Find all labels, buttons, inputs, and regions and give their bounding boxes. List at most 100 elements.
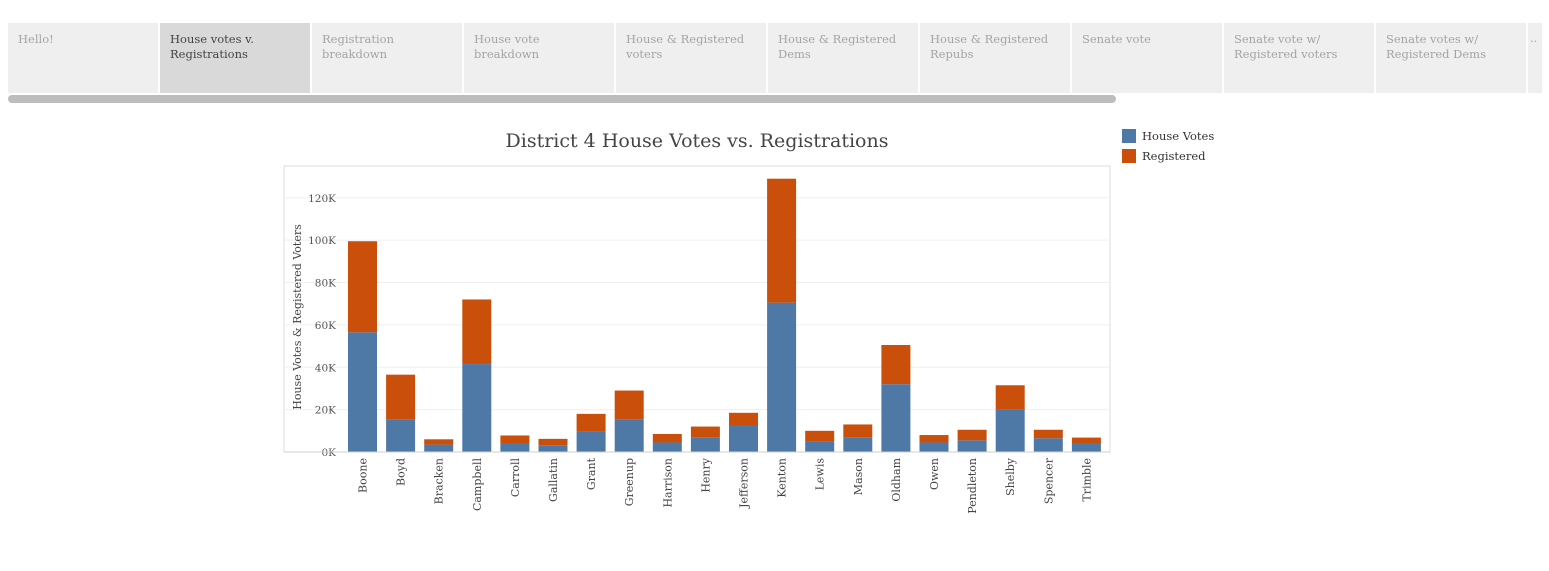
tab-label: Hello! <box>18 32 54 46</box>
bar-segment <box>1071 443 1101 452</box>
tab-label: Senate votes w/ Registered Dems <box>1386 32 1486 61</box>
bar-segment <box>500 435 530 444</box>
legend-item: Registered <box>1122 146 1214 166</box>
bar-segment <box>957 440 987 452</box>
x-tick-label: Owen <box>928 458 941 490</box>
tab-label: House & Registered voters <box>626 32 745 61</box>
tab-strip: Hello! House votes v. Registrations Regist… <box>8 23 1542 93</box>
x-tick-label: Carroll <box>509 458 522 498</box>
y-tick-label: 20K <box>315 405 336 417</box>
tab-1[interactable]: House votes v. Registrations <box>160 23 310 93</box>
x-tick-label: Shelby <box>1004 457 1017 496</box>
bar-segment <box>690 426 720 438</box>
x-tick-label: Henry <box>699 457 712 492</box>
bar-segment <box>843 424 873 438</box>
x-tick-label: Lewis <box>814 458 827 491</box>
bar-segment <box>767 302 797 452</box>
bar-segment <box>881 384 911 452</box>
bar-segment <box>538 438 568 446</box>
y-tick-label: 0K <box>321 447 336 459</box>
bar-segment <box>805 441 835 452</box>
x-tick-label: Mason <box>852 458 865 495</box>
tab-label: Senate vote w/ Registered voters <box>1234 32 1338 61</box>
legend: House Votes Registered <box>1122 126 1214 166</box>
x-tick-label: Jefferson <box>738 458 751 509</box>
bar-segment <box>729 412 758 426</box>
tab-scrollbar[interactable] <box>8 95 1116 103</box>
tab-2[interactable]: Registration breakdown <box>312 23 462 93</box>
tab-label: .. <box>1530 31 1538 45</box>
tab-label: House & Registered Repubs <box>930 32 1049 61</box>
x-tick-label: Pendleton <box>966 458 979 514</box>
x-tick-label: Gallatin <box>547 458 560 502</box>
tab-6[interactable]: House & Registered Repubs <box>920 23 1070 93</box>
bar-segment <box>729 425 758 452</box>
tab-3[interactable]: House vote breakdown <box>464 23 614 93</box>
bar-segment <box>576 413 606 432</box>
bar-segment <box>1071 437 1101 444</box>
bar-segment <box>500 443 530 452</box>
bar-segment <box>614 390 644 420</box>
bar-segment <box>576 431 606 452</box>
tab-label: House votes v. Registrations <box>170 32 254 61</box>
chart-title: District 4 House Votes vs. Registrations <box>505 130 889 152</box>
x-tick-label: Grant <box>585 457 598 490</box>
bar-segment <box>386 374 416 420</box>
y-tick-label: 120K <box>308 193 336 205</box>
bar-segment <box>919 442 949 452</box>
tab-label: House & Registered Dems <box>778 32 897 61</box>
tab-label: Registration breakdown <box>322 32 395 61</box>
bar-segment <box>538 445 568 452</box>
x-tick-label: Spencer <box>1042 457 1055 504</box>
bar-segment <box>614 419 644 452</box>
x-tick-label: Oldham <box>890 457 903 501</box>
tab-label: House vote breakdown <box>474 32 540 61</box>
legend-swatch <box>1122 129 1136 143</box>
bar-segment <box>995 385 1025 410</box>
bar-segment <box>881 345 911 385</box>
x-tick-label: Trimble <box>1080 458 1093 502</box>
tab-0[interactable]: Hello! <box>8 23 158 93</box>
tab-9[interactable]: Senate votes w/ Registered Dems <box>1376 23 1526 93</box>
bar-segment <box>652 442 682 452</box>
legend-item: House Votes <box>1122 126 1214 146</box>
tab-8[interactable]: Senate vote w/ Registered voters <box>1224 23 1374 93</box>
bar-segment <box>690 437 720 452</box>
bar-segment <box>462 364 492 452</box>
legend-label: House Votes <box>1142 129 1215 143</box>
tab-label: Senate vote <box>1082 32 1151 46</box>
tab-10[interactable]: .. <box>1528 23 1542 93</box>
bar-segment <box>843 437 873 452</box>
y-tick-label: 40K <box>315 362 336 374</box>
y-tick-label: 80K <box>315 278 336 290</box>
legend-label: Registered <box>1142 149 1206 163</box>
y-tick-label: 60K <box>315 320 336 332</box>
legend-swatch <box>1122 149 1136 163</box>
x-tick-label: Bracken <box>433 458 446 504</box>
bar-segment <box>462 299 492 365</box>
bar-segment <box>1033 438 1063 452</box>
bar-segment <box>767 178 797 303</box>
bar-segment <box>424 439 454 445</box>
x-tick-label: Boone <box>357 458 370 493</box>
x-tick-label: Kenton <box>776 458 789 498</box>
x-tick-label: Campbell <box>471 458 484 512</box>
bar-segment <box>348 332 377 452</box>
bar-segment <box>1033 429 1063 439</box>
bar-segment <box>805 430 835 442</box>
bar-segment <box>348 241 377 333</box>
x-tick-label: Boyd <box>395 458 408 486</box>
bar-segment <box>386 419 416 452</box>
bar-segment <box>957 429 987 441</box>
bar-segment <box>652 433 682 443</box>
x-tick-label: Greenup <box>623 458 636 506</box>
x-tick-label: Harrison <box>661 458 674 508</box>
y-tick-label: 100K <box>308 235 336 247</box>
tab-4[interactable]: House & Registered voters <box>616 23 766 93</box>
bar-segment <box>424 444 454 452</box>
tab-5[interactable]: House & Registered Dems <box>768 23 918 93</box>
bar-segment <box>919 435 949 443</box>
tab-7[interactable]: Senate vote <box>1072 23 1222 93</box>
y-axis-label: House Votes & Registered Voters <box>291 224 304 410</box>
